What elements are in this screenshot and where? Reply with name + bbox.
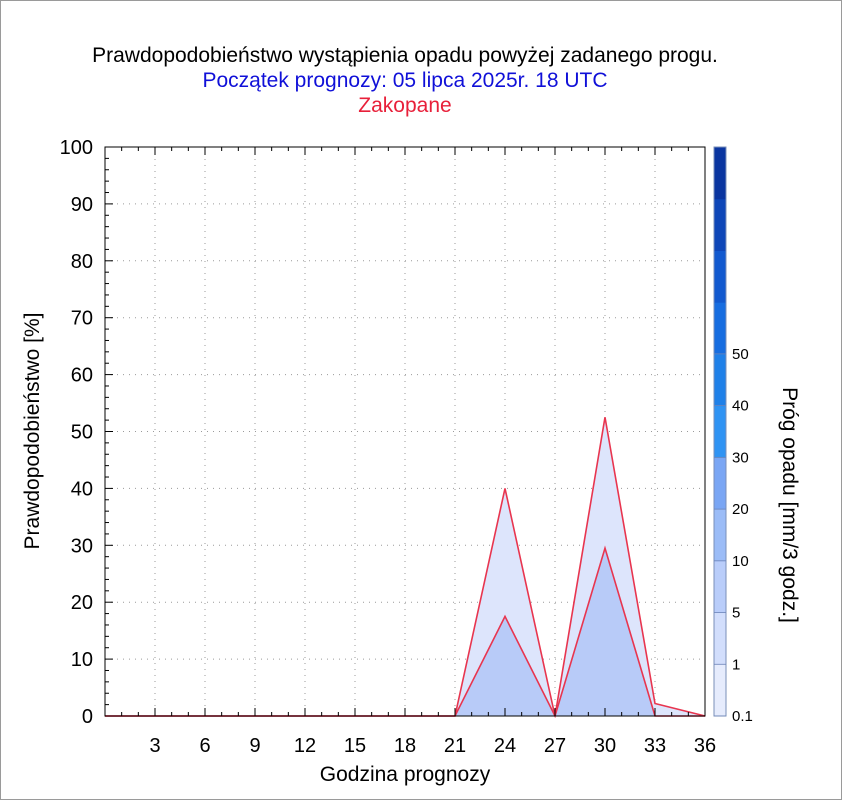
x-tick-label-18: 18 <box>394 735 416 757</box>
y-tick-label-60: 60 <box>71 365 93 387</box>
y-tick-label-0: 0 <box>82 706 93 728</box>
x-tick-label-27: 27 <box>544 735 566 757</box>
colorbar-segment <box>714 302 726 355</box>
y-tick-label-30: 30 <box>71 535 93 557</box>
x-tick-label-9: 9 <box>249 735 260 757</box>
colorbar-segment <box>714 560 726 614</box>
colorbar-label-0.1: 0.1 <box>732 708 753 725</box>
x-tick-label-30: 30 <box>594 735 616 757</box>
x-tick-label-3: 3 <box>149 735 160 757</box>
x-tick-label-6: 6 <box>199 735 210 757</box>
y-tick-label-50: 50 <box>71 422 93 444</box>
colorbar-label-10: 10 <box>732 553 749 570</box>
x-tick-label-12: 12 <box>294 735 316 757</box>
x-tick-label-36: 36 <box>694 735 716 757</box>
probability-areas <box>105 417 706 719</box>
y-tick-labels: 0 10 20 30 40 50 60 70 80 90 100 <box>60 137 93 728</box>
y-tick-label-40: 40 <box>71 478 93 500</box>
colorbar-segment <box>714 612 726 665</box>
y-tick-label-80: 80 <box>71 251 93 273</box>
axis-ticks <box>104 146 706 717</box>
chart-subtitle: Początek prognozy: 05 lipca 2025r. 18 UT… <box>202 69 607 92</box>
x-tick-label-15: 15 <box>344 735 366 757</box>
chart-title: Prawdopodobieństwo wystąpienia opadu pow… <box>92 44 718 67</box>
colorbar-label-5: 5 <box>732 605 740 622</box>
y-tick-label-10: 10 <box>71 649 93 671</box>
x-tick-label-33: 33 <box>644 735 666 757</box>
area-threshold-1 <box>105 548 705 716</box>
grid <box>105 147 705 716</box>
y-axis-label: Prawdopodobieństwo [%] <box>21 313 44 550</box>
y-tick-label-100: 100 <box>60 137 93 159</box>
colorbar-label-30: 30 <box>732 449 749 466</box>
colorbar-segment <box>714 147 726 200</box>
location-name: Zakopane <box>358 94 451 117</box>
colorbar-label-40: 40 <box>732 398 749 415</box>
colorbar-segment <box>714 250 726 303</box>
colorbar-label-20: 20 <box>732 501 749 518</box>
colorbar-segment <box>714 509 726 562</box>
colorbar-segment <box>714 353 726 407</box>
colorbar-segment <box>714 664 726 717</box>
x-axis-label: Godzina prognozy <box>320 763 491 786</box>
colorbar-label-1: 1 <box>732 656 740 673</box>
y-tick-label-90: 90 <box>71 194 93 216</box>
y2-axis-label: Próg opadu [mm/3 godz.] <box>778 387 801 623</box>
x-tick-labels: 3 6 9 12 15 18 21 24 27 30 33 36 <box>149 735 716 757</box>
colorbar-segment <box>714 198 726 251</box>
colorbar-segment <box>714 405 726 458</box>
x-tick-label-24: 24 <box>494 735 516 757</box>
colorbar-segment <box>714 457 726 510</box>
colorbar-labels: 0.1 1 5 10 20 30 40 50 <box>714 346 753 725</box>
x-tick-label-21: 21 <box>444 735 466 757</box>
threshold-colorbar <box>713 146 727 717</box>
y-tick-label-70: 70 <box>71 308 93 330</box>
colorbar-label-50: 50 <box>732 346 749 363</box>
y-tick-label-20: 20 <box>71 592 93 614</box>
